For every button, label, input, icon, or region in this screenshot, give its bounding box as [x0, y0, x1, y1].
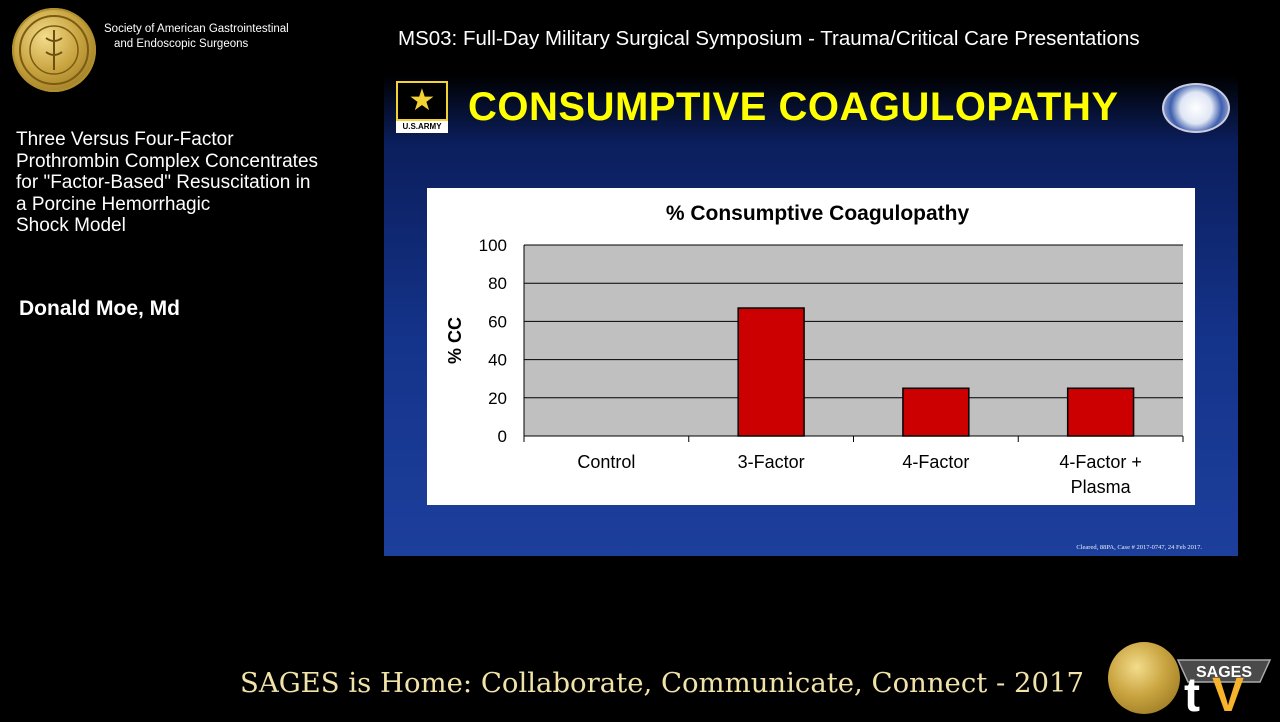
army-star-icon: ★	[396, 81, 448, 121]
y-tick-label: 40	[488, 351, 507, 370]
speaker-name: Donald Moe, Md	[19, 297, 180, 320]
x-tick-label: Control	[577, 452, 635, 472]
session-title: MS03: Full-Day Military Surgical Symposi…	[398, 27, 1140, 50]
y-tick-label: 60	[488, 312, 507, 331]
society-line-1: Society of American Gastrointestinal	[104, 23, 289, 35]
presentation-slide: ★ U.S.ARMY CONSUMPTIVE COAGULOPATHY % Co…	[384, 75, 1238, 556]
slide-title: CONSUMPTIVE COAGULOPATHY	[468, 85, 1119, 129]
y-axis-label: % CC	[445, 317, 465, 364]
tv-logo-v: V	[1212, 669, 1245, 722]
bar	[737, 307, 805, 437]
talk-title-line: for "Factor-Based" Resuscitation in	[16, 172, 311, 193]
talk-title-line: Shock Model	[16, 215, 126, 236]
y-tick-label: 100	[479, 236, 507, 255]
y-tick-label: 20	[488, 389, 507, 408]
x-tick-label: Plasma	[1071, 477, 1132, 497]
y-tick-label: 0	[498, 427, 507, 446]
talk-title-line: Three Versus Four-Factor	[16, 129, 234, 150]
sages-badge-text: SAGES	[1196, 664, 1252, 681]
bar	[902, 387, 970, 437]
military-seal-logo	[1162, 83, 1230, 133]
talk-title-line: Prothrombin Complex Concentrates	[16, 150, 319, 172]
talk-title: Three Versus Four-Factor Prothrombin Com…	[16, 129, 386, 237]
army-logo-label: U.S.ARMY	[396, 121, 448, 133]
us-army-logo: ★ U.S.ARMY	[396, 81, 448, 133]
society-name: Society of American Gastrointestinal and…	[104, 22, 289, 52]
clearance-note: Cleared, 88PA, Case # 2017-0747, 24 Feb …	[1076, 544, 1202, 551]
sages-tv-seal-logo	[1108, 642, 1180, 714]
y-tick-label: 80	[488, 274, 507, 293]
chart-title: % Consumptive Coagulopathy	[666, 202, 970, 225]
sages-seal-logo	[12, 8, 96, 92]
tv-logo-t: t	[1184, 669, 1200, 722]
talk-title-line: a Porcine Hemorrhagic	[16, 193, 211, 215]
sages-badge-logo: SAGES	[1176, 659, 1272, 683]
chart-panel: % Consumptive Coagulopathy 0 20 40 60 80 100 % …	[427, 188, 1195, 505]
bar	[1066, 387, 1135, 437]
x-tick-label: 4-Factor	[902, 452, 969, 472]
society-line-2: and Endoscopic Surgeons	[114, 38, 249, 50]
x-tick-label: 4-Factor +	[1059, 452, 1142, 472]
bar-chart: % Consumptive Coagulopathy 0 20 40 60 80 100 % …	[445, 202, 1184, 497]
x-tick-label: 3-Factor	[738, 452, 805, 472]
footer-tagline: SAGES is Home: Collaborate, Communicate,…	[240, 667, 1085, 699]
